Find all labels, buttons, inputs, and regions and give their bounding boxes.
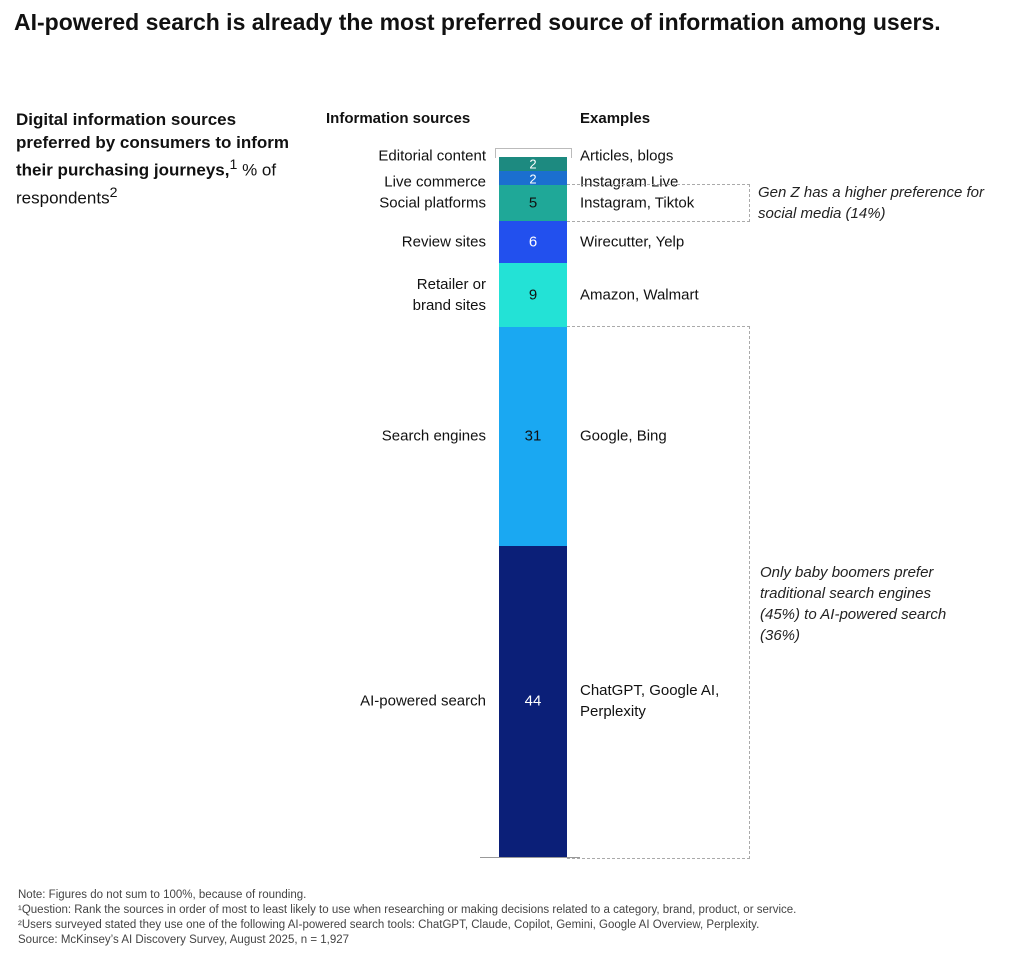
example-label: Google, Bing (580, 427, 667, 445)
bar-segment (499, 263, 567, 327)
data-label: 31 (524, 427, 542, 445)
category-label: Review sites (401, 233, 486, 251)
bar-segment (499, 185, 567, 221)
boomers-annotation: Only baby boomers prefer traditional sea… (760, 564, 947, 644)
chart-subtitle: Digital information sources preferred by… (16, 108, 306, 209)
bar-segment (499, 545, 567, 857)
examples-header: Examples (580, 110, 651, 127)
genz-annotation: Gen Z has a higher preference for social… (758, 184, 984, 222)
category-label: Social platforms (379, 194, 486, 212)
source: Source: McKinsey’s AI Discovery Survey, … (18, 934, 350, 946)
footnote-ref-1: 1 (229, 157, 238, 173)
note: Note: Figures do not sum to 100%, becaus… (18, 889, 307, 901)
category-label: Live commerce (384, 173, 486, 191)
bar-segment (499, 326, 567, 546)
bar-segment (499, 220, 567, 264)
data-label: 6 (528, 233, 538, 251)
example-label: Articles, blogs (580, 147, 674, 165)
baseline (480, 857, 580, 858)
chart-title: AI-powered search is already the most pr… (14, 9, 941, 35)
category-label: Editorial content (378, 147, 486, 165)
footnote-2: ²Users surveyed stated they use one of t… (18, 919, 760, 931)
category-label: Search engines (381, 427, 486, 445)
data-label: 9 (528, 286, 538, 304)
bar-segment (499, 171, 567, 186)
footnote-1: ¹Question: Rank the sources in order of … (18, 904, 797, 916)
example-label: Wirecutter, Yelp (580, 233, 685, 251)
category-label: Retailer or brand sites (412, 275, 486, 314)
footnotes: Note: Figures do not sum to 100%, becaus… (18, 888, 796, 948)
data-label: 2 (529, 156, 537, 172)
data-label: 44 (524, 692, 542, 710)
category-label: AI-powered search (360, 692, 486, 710)
boomers-bracket (567, 326, 750, 859)
example-label: Instagram Live (580, 173, 679, 191)
bar-segment (499, 157, 567, 172)
genz-bracket (567, 184, 750, 222)
sources-header: Information sources (326, 110, 471, 127)
subtitle-bold: Digital information sources preferred by… (16, 110, 290, 180)
example-label: Instagram, Tiktok (580, 194, 695, 212)
subtitle-unit: % of respondents (16, 160, 277, 208)
footnote-ref-2: 2 (109, 184, 118, 201)
data-label: 5 (528, 194, 538, 212)
data-label: 2 (529, 171, 537, 187)
example-label: ChatGPT, Google AI, Perplexity (580, 682, 720, 721)
example-label: Amazon, Walmart (580, 286, 699, 304)
editorial-bracket (495, 148, 572, 158)
